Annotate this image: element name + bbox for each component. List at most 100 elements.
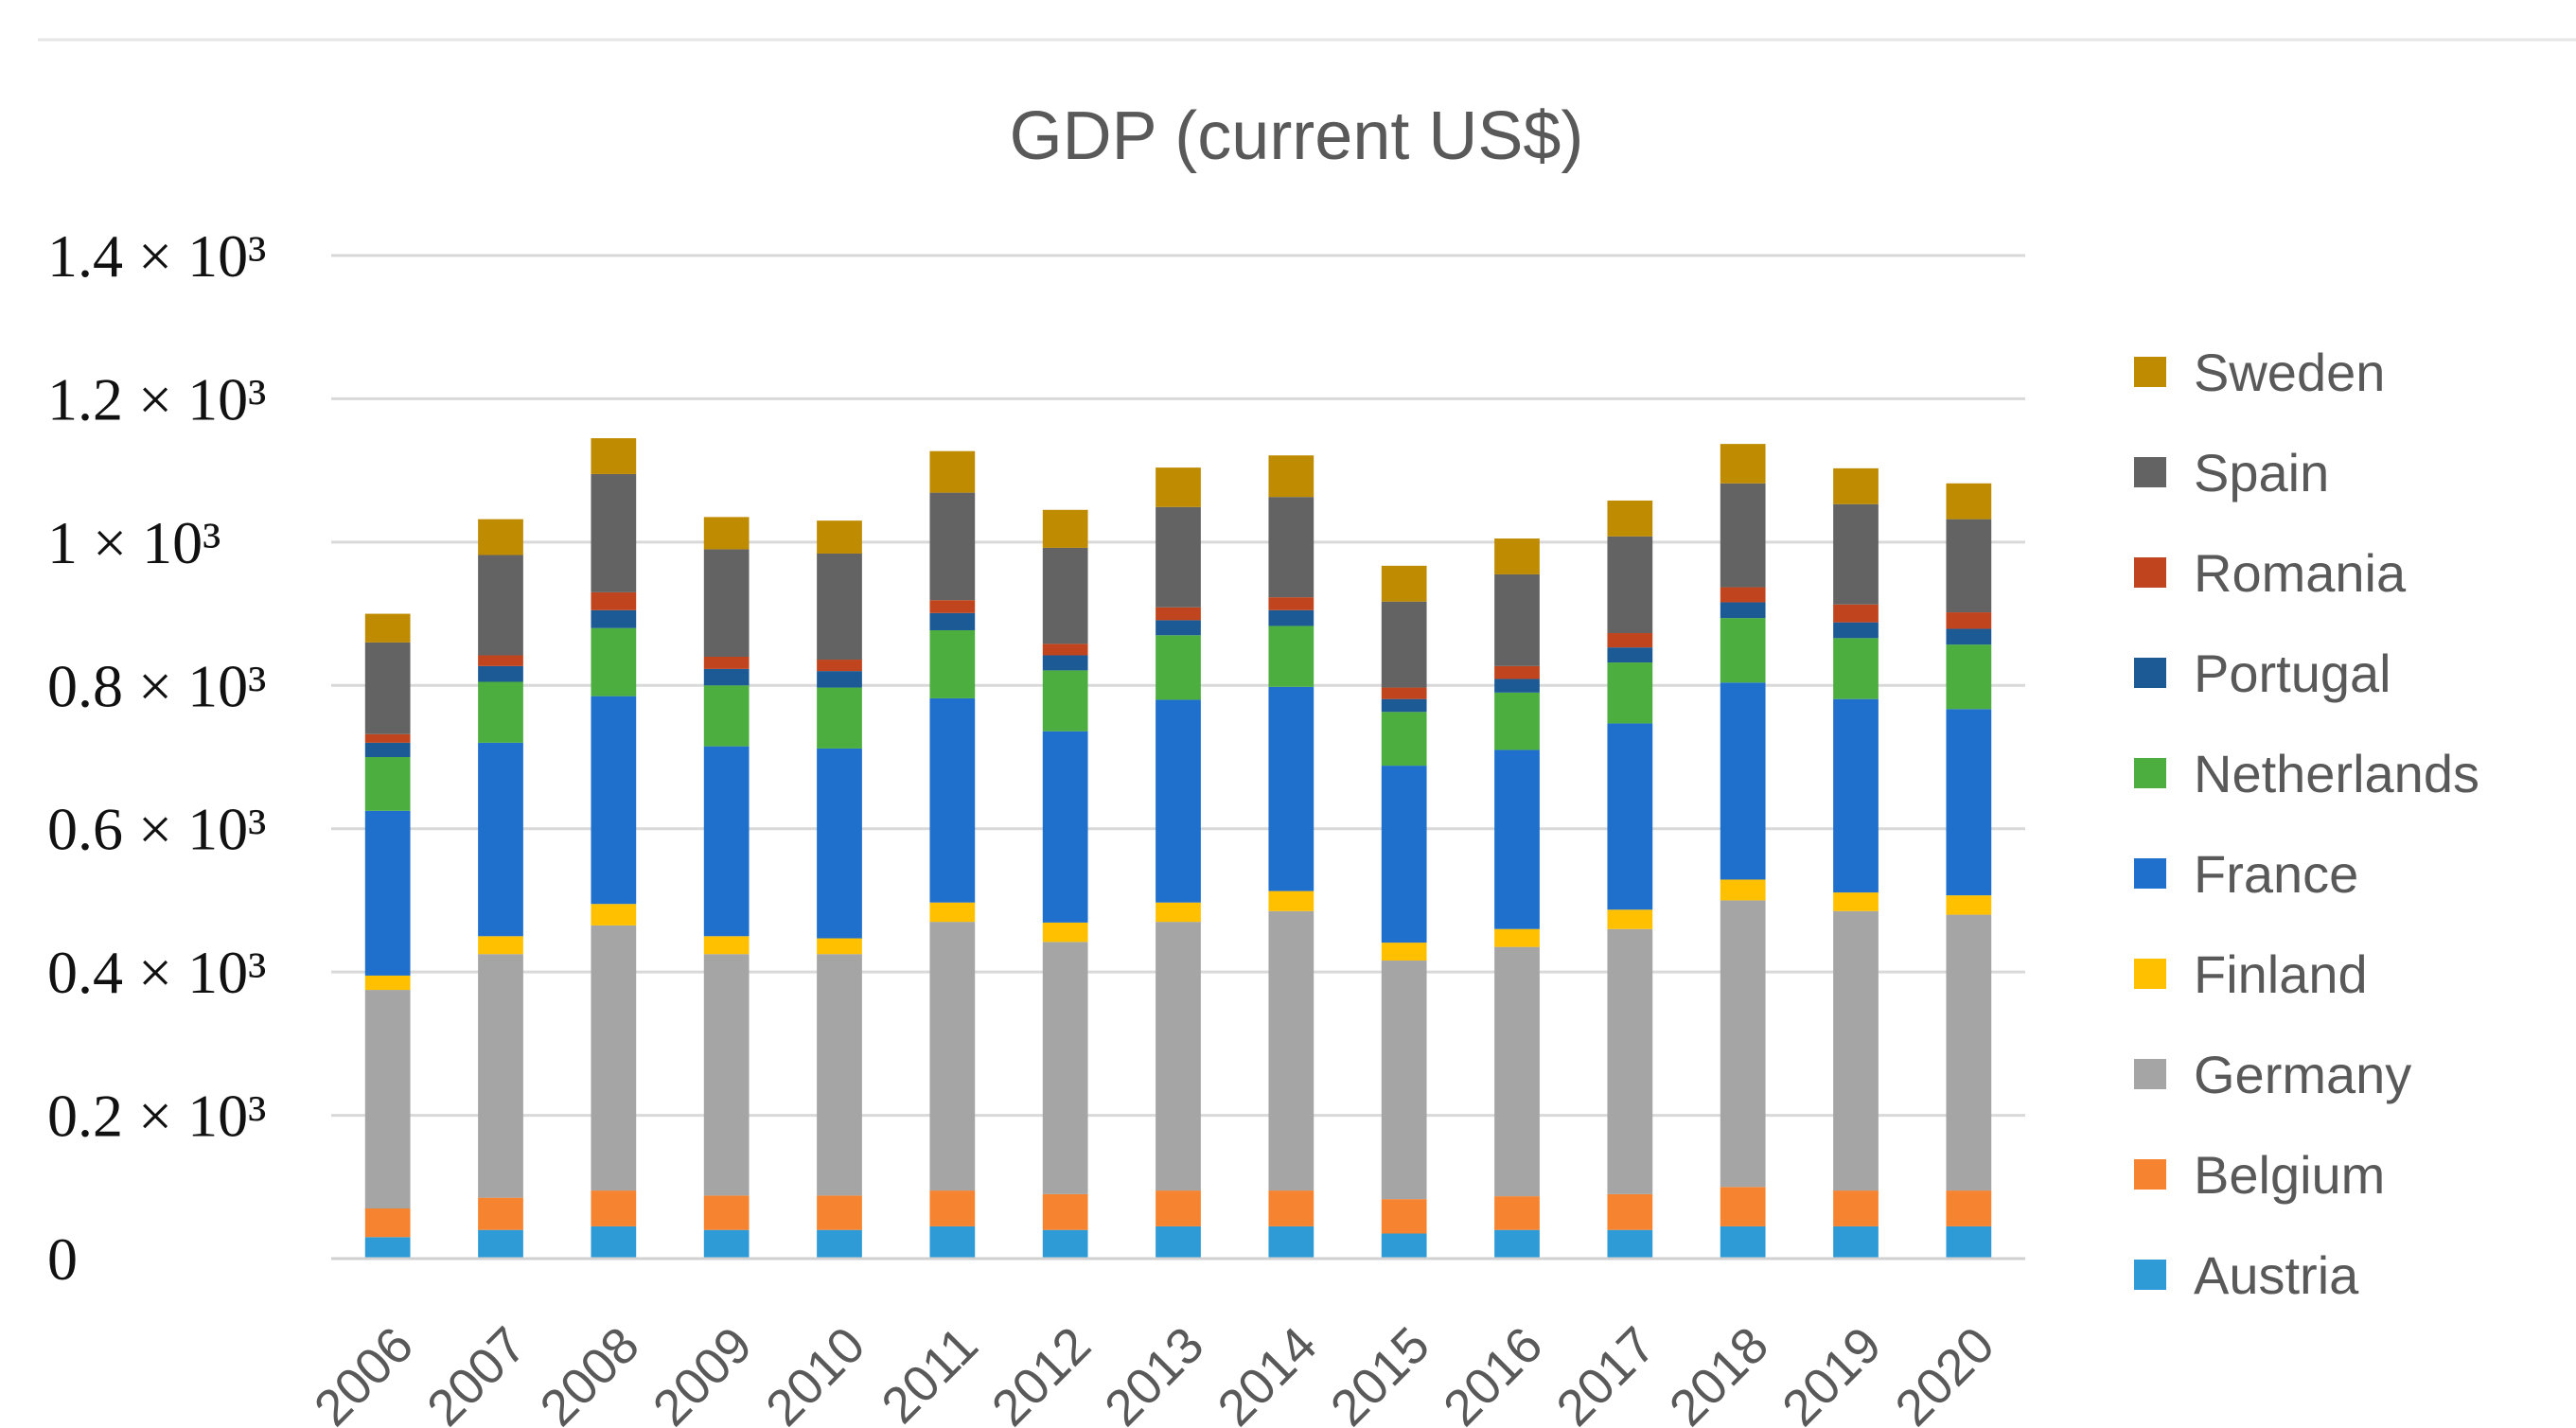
x-tick-label: 2014 — [1207, 1316, 1327, 1428]
x-tick-label: 2009 — [643, 1316, 763, 1428]
x-tick-label: 2010 — [755, 1316, 875, 1428]
bar-segment-netherlands-2018 — [1720, 618, 1766, 683]
bar-segment-portugal-2013 — [1156, 620, 1201, 636]
legend-swatch-portugal — [2134, 658, 2166, 688]
bar-segment-spain-2014 — [1268, 497, 1314, 598]
bar-segment-france-2010 — [817, 748, 862, 939]
legend-label-germany: Germany — [2194, 1045, 2411, 1104]
bar-segment-romania-2009 — [703, 657, 750, 669]
bar-segment-spain-2009 — [703, 549, 750, 657]
x-tick-label: 2008 — [529, 1316, 649, 1428]
x-tick-label: 2012 — [981, 1316, 1102, 1428]
y-axis-tick-labels: 0 0.2 × 10³ 0.4 × 10³ 0.6 × 10³ 0.8 × 10³ 1 ×… — [47, 222, 266, 1293]
bar-segment-netherlands-2020 — [1946, 644, 1992, 710]
bar-segment-germany-2014 — [1268, 910, 1314, 1191]
bar-segment-austria-2015 — [1381, 1233, 1427, 1259]
bar-segment-belgium-2012 — [1042, 1193, 1088, 1230]
bar-segment-austria-2008 — [591, 1225, 637, 1259]
bar-segment-sweden-2015 — [1381, 565, 1427, 602]
bar-segment-romania-2008 — [591, 591, 637, 610]
bar-segment-netherlands-2014 — [1268, 626, 1314, 687]
bar-segment-romania-2014 — [1268, 597, 1314, 610]
bar-segment-finland-2017 — [1607, 909, 1653, 929]
bar-segment-sweden-2006 — [364, 613, 411, 643]
legend-label-romania: Romania — [2194, 543, 2407, 603]
bar-segment-netherlands-2016 — [1494, 692, 1540, 750]
bar-segment-belgium-2006 — [364, 1208, 411, 1238]
y-tick-label: 1.4 × 10³ — [47, 222, 266, 290]
bar-segment-austria-2020 — [1946, 1225, 1992, 1259]
bar-segment-finland-2015 — [1381, 943, 1427, 961]
bar-segment-germany-2013 — [1156, 922, 1201, 1191]
bar-segment-finland-2009 — [703, 936, 750, 955]
bar-segment-romania-2016 — [1494, 665, 1540, 679]
bar-segment-finland-2012 — [1042, 922, 1088, 943]
bar-segment-austria-2006 — [364, 1237, 411, 1259]
bar-segment-germany-2018 — [1720, 900, 1766, 1188]
bar-segment-france-2011 — [929, 697, 976, 903]
bar-segment-romania-2019 — [1833, 604, 1879, 623]
legend-label-belgium: Belgium — [2194, 1145, 2385, 1205]
bar-segment-romania-2013 — [1156, 607, 1201, 621]
bar-segment-belgium-2007 — [478, 1197, 523, 1230]
legend-swatch-finland — [2134, 959, 2166, 989]
bar-segment-belgium-2020 — [1946, 1190, 1992, 1226]
bar-segment-austria-2011 — [929, 1225, 976, 1259]
legend-swatch-sweden — [2134, 357, 2166, 387]
bar-segment-sweden-2010 — [817, 520, 862, 554]
bar-segment-france-2008 — [591, 696, 637, 905]
bar-segment-sweden-2018 — [1720, 444, 1766, 484]
bar-segment-france-2019 — [1833, 698, 1879, 893]
bar-segment-finland-2020 — [1946, 895, 1992, 915]
bar-segment-sweden-2017 — [1607, 500, 1653, 537]
x-tick-label: 2020 — [1884, 1316, 2004, 1428]
bar-segment-spain-2010 — [817, 553, 862, 661]
bar-segment-germany-2015 — [1381, 961, 1427, 1200]
bar-segment-romania-2015 — [1381, 687, 1427, 699]
bar-segment-austria-2009 — [703, 1229, 750, 1259]
bar-segment-portugal-2009 — [703, 668, 750, 686]
bar-segment-sweden-2020 — [1946, 483, 1992, 520]
bar-segment-spain-2008 — [591, 473, 637, 592]
bar-segment-netherlands-2007 — [478, 681, 523, 743]
bar-segment-france-2012 — [1042, 731, 1088, 923]
bar-segment-finland-2011 — [929, 902, 976, 923]
bar-segment-portugal-2007 — [478, 665, 523, 682]
bar-segment-portugal-2011 — [929, 612, 976, 630]
bar-segment-belgium-2013 — [1156, 1190, 1201, 1226]
bar-segment-austria-2010 — [817, 1229, 862, 1259]
bar-segment-belgium-2016 — [1494, 1196, 1540, 1230]
bar-segment-portugal-2008 — [591, 609, 637, 628]
y-tick-label: 1.2 × 10³ — [47, 365, 266, 432]
bar-segment-portugal-2016 — [1494, 679, 1540, 693]
bar-segment-sweden-2009 — [703, 517, 750, 550]
x-tick-label: 2011 — [871, 1316, 989, 1428]
bar-segment-sweden-2014 — [1268, 455, 1314, 498]
bar-segment-france-2016 — [1494, 749, 1540, 929]
legend-swatch-belgium — [2134, 1159, 2166, 1190]
bar-segment-belgium-2011 — [929, 1190, 976, 1226]
legend-swatch-spain — [2134, 457, 2166, 487]
x-tick-label: 2006 — [304, 1316, 424, 1428]
bar-segment-portugal-2015 — [1381, 698, 1427, 713]
bar-segment-spain-2020 — [1946, 519, 1992, 613]
bar-segment-germany-2016 — [1494, 946, 1540, 1197]
y-tick-label: 0.4 × 10³ — [47, 939, 266, 1006]
bar-segment-netherlands-2012 — [1042, 670, 1088, 732]
bars — [364, 438, 1992, 1259]
y-tick-label: 1 × 10³ — [47, 509, 221, 576]
bar-segment-germany-2007 — [478, 954, 523, 1198]
bar-segment-portugal-2006 — [364, 742, 411, 757]
bar-segment-portugal-2014 — [1268, 609, 1314, 626]
bar-segment-finland-2006 — [364, 975, 411, 991]
bar-segment-germany-2012 — [1042, 942, 1088, 1194]
bar-segment-portugal-2019 — [1833, 622, 1879, 639]
bar-segment-belgium-2019 — [1833, 1190, 1879, 1226]
bar-segment-romania-2006 — [364, 733, 411, 743]
bar-segment-spain-2015 — [1381, 601, 1427, 688]
legend-swatch-romania — [2134, 557, 2166, 588]
bar-segment-finland-2014 — [1268, 890, 1314, 911]
bar-segment-germany-2010 — [817, 954, 862, 1196]
bar-segment-portugal-2012 — [1042, 655, 1088, 671]
